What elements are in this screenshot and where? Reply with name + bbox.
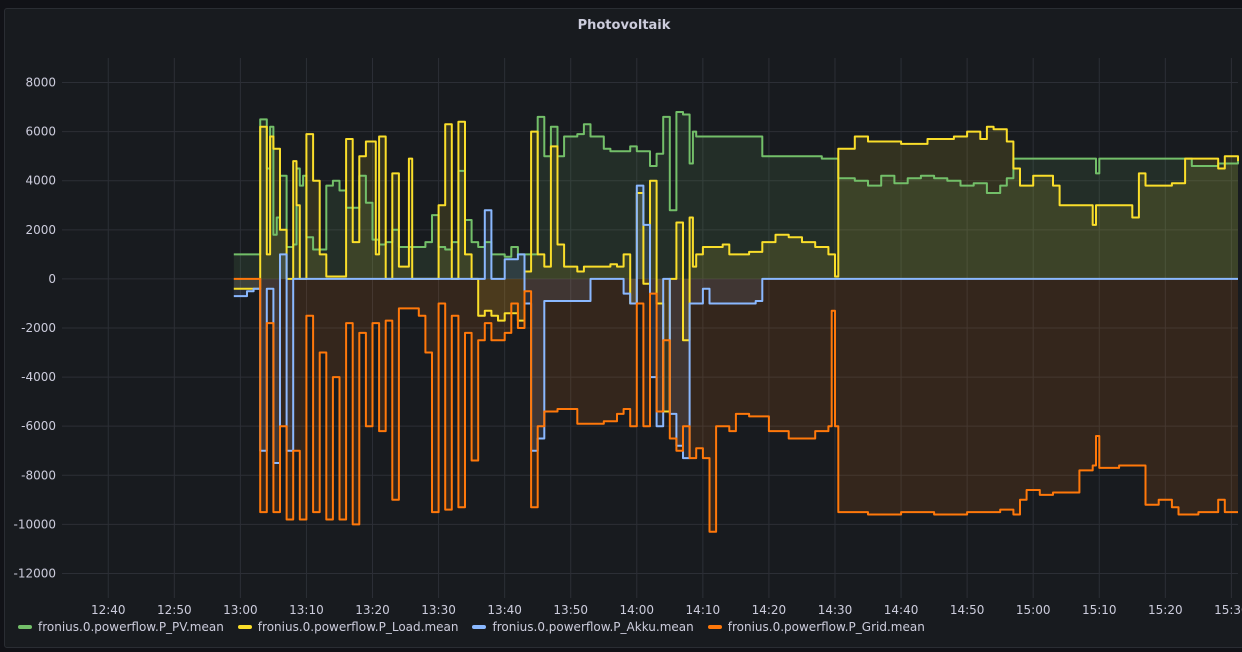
series-fill-1 [233,121,1239,412]
series-fill-3 [233,278,1239,532]
legend-label: fronius.0.powerflow.P_Load.mean [257,620,459,634]
x-tick-label: 12:50 [157,603,192,617]
legend-swatch [472,625,487,629]
legend-label: fronius.0.powerflow.P_Grid.mean [727,620,925,634]
legend-item-3[interactable]: fronius.0.powerflow.P_Grid.mean [707,620,925,634]
panel-title: Photovoltaik [577,18,671,33]
x-tick-label: 14:10 [686,603,721,617]
x-tick-label: 13:30 [421,603,456,617]
x-tick-label: 13:40 [487,603,522,617]
y-tick-label: -6000 [21,419,56,433]
series-line-1 [233,120,1239,413]
legend-item-2[interactable]: fronius.0.powerflow.P_Akku.mean [472,620,694,634]
x-tick-label: 14:30 [818,603,853,617]
y-tick-label: -4000 [21,370,56,384]
legend-label: fronius.0.powerflow.P_PV.mean [38,620,224,634]
y-tick-label: 6000 [25,125,56,139]
x-tick-label: 12:40 [91,603,126,617]
series-fill-0 [233,112,1239,279]
x-tick-label: 15:20 [1148,603,1183,617]
x-tick-label: 14:50 [950,603,985,617]
y-tick-label: -8000 [21,468,56,482]
series-line-0 [233,111,1239,258]
x-tick-label: 14:00 [619,603,654,617]
legend-item-1[interactable]: fronius.0.powerflow.P_Load.mean [237,620,459,634]
legend-label: fronius.0.powerflow.P_Akku.mean [492,620,694,634]
x-tick-label: 13:20 [355,603,390,617]
y-tick-label: -2000 [21,321,56,335]
series-line-3 [233,277,1238,533]
y-tick-label: 8000 [25,76,56,90]
x-tick-label: 14:40 [884,603,919,617]
y-tick-label: -12000 [13,566,56,580]
y-tick-label: 0 [48,272,56,286]
x-tick-label: 14:20 [752,603,787,617]
chart-legend: fronius.0.powerflow.P_PV.mean fronius.0.p… [18,620,925,634]
x-tick-label: 13:00 [223,603,258,617]
series-line-2 [233,184,1238,464]
x-tick-label: 15:00 [1016,603,1051,617]
y-tick-label: -10000 [13,517,56,531]
legend-swatch [237,625,252,629]
y-tick-label: 2000 [25,223,56,237]
y-tick-label: 4000 [25,174,56,188]
legend-swatch [707,625,722,629]
x-tick-label: 13:50 [553,603,588,617]
x-tick-label: 13:10 [289,603,324,617]
x-tick-label: 15:30 [1214,603,1242,617]
legend-item-0[interactable]: fronius.0.powerflow.P_PV.mean [18,620,224,634]
x-tick-label: 15:10 [1082,603,1117,617]
legend-swatch [18,625,32,629]
